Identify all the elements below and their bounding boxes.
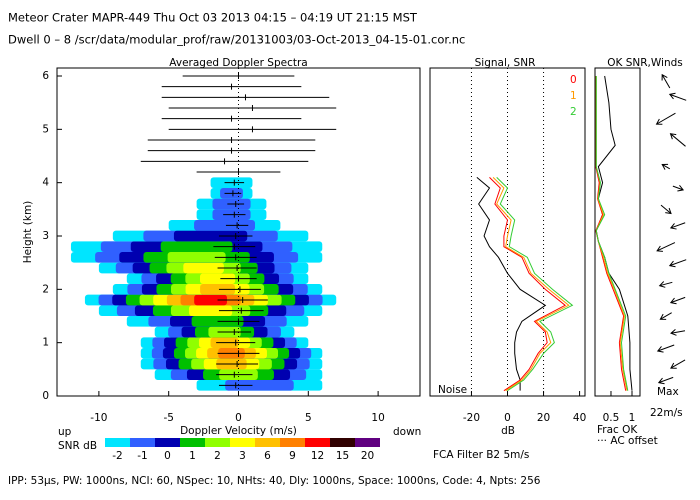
colorbar-tick-label: -1 [137,450,147,462]
spectrum-contour [225,380,294,391]
colorbar-tick-label: 3 [239,450,246,462]
colorbar-swatch [255,438,280,447]
ac-note: ··· AC offset [597,435,658,447]
x-tick-label: 40 [573,412,586,424]
colorbar-swatch [355,438,380,447]
colorbar-tick-label: 20 [361,450,374,462]
colorbar-label: SNR dB [58,440,97,452]
y-tick-label: 0 [42,390,49,402]
wind-arrow [672,185,685,192]
colorbar-swatch [130,438,155,447]
legend-entry: 1 [570,90,577,102]
spectrum-contour [188,305,233,316]
down-note: down [393,426,421,438]
colorbar-swatch [230,438,255,447]
series-line [476,176,547,391]
wind-arrow [659,312,672,320]
spectrum-contour [194,220,255,231]
y-tick-label: 2 [42,283,49,295]
y-tick-label: 3 [42,230,49,242]
colorbar-swatch [280,438,305,447]
spectrum-contour [183,262,224,274]
up-note: up [58,426,72,438]
colorbar-tick-label: 2 [214,450,221,462]
legend-entry: 2 [570,106,577,118]
spectrum-contour [167,252,226,263]
wind-arrow [657,376,674,385]
wind-arrow [656,242,676,252]
wind-arrow [660,204,672,215]
x-tick-label: -5 [163,412,173,424]
x-tick-label: -20 [463,412,480,424]
spectrum-contour [160,241,233,252]
colorbar-swatch [330,438,355,447]
filter-note: FCA Filter B2 5m/s [433,449,529,461]
x-axis-label: Frac OK [597,424,638,436]
wind-arrow [670,359,686,369]
y-tick-label: 5 [42,123,49,135]
wind-arrow [655,112,676,125]
wind-arrow [669,296,686,305]
x-tick-label: 0.5 [603,412,620,424]
x-axis-label: Doppler Velocity (m/s) [180,425,297,437]
max-label: Max [657,386,679,398]
wind-arrow [658,281,673,288]
wind-arrow [661,163,671,170]
colorbar-swatch [305,438,330,447]
x-tick-label: 20 [537,412,550,424]
spectrum-contour [173,230,248,242]
noise-note: Noise [438,384,467,396]
series-line [496,176,574,392]
colorbar-tick-label: 12 [311,450,324,462]
max-speed: 22m/s [650,407,683,419]
series-line [492,176,570,392]
x-axis-label: dB [501,425,515,437]
series-line [489,176,567,392]
header-line: Meteor Crater MAPR-449 Thu Oct 03 2013 0… [8,11,418,25]
spectrum-contour [200,284,236,295]
y-axis-label: Height (km) [22,201,34,264]
wind-arrow [670,329,686,336]
x-tick-label: -10 [90,412,107,424]
colorbar-tick-label: -2 [112,450,122,462]
colorbar-tick-label: 1 [189,450,196,462]
plot-frame [594,67,641,397]
spectrum-contour [194,294,227,306]
spectrum-contour [199,273,236,284]
x-tick-label: 5 [305,412,312,424]
y-tick-label: 4 [42,177,49,189]
header-line: Dwell 0 – 8 /scr/data/modular_prof/raw/2… [8,33,465,47]
colorbar-swatch [205,438,230,447]
wind-arrow [668,259,687,268]
y-tick-label: 6 [42,70,49,82]
chart-title: Signal, SNR [475,57,536,69]
chart-title: OK SNR,Winds [607,57,683,69]
colorbar-swatch [155,438,180,447]
footer: IPP: 53μs, PW: 1000ns, NCI: 60, NSpec: 1… [8,475,541,487]
x-tick-label: 1 [629,412,636,424]
x-tick-label: 0 [235,412,242,424]
x-tick-label: 10 [371,412,384,424]
x-tick-label: 0 [504,412,511,424]
colorbar-tick-label: 9 [289,450,296,462]
wind-arrow [656,344,675,353]
colorbar-swatch [105,438,130,447]
wind-arrow [661,73,671,89]
wind-arrow [668,92,687,101]
colorbar-tick-label: 0 [164,450,171,462]
colorbar-swatch [180,438,205,447]
legend-entry: 0 [570,74,577,86]
colorbar-tick-label: 15 [336,450,349,462]
y-tick-label: 1 [42,337,49,349]
colorbar-tick-label: 6 [264,450,271,462]
wind-arrow [669,222,686,230]
chart-title: Averaged Doppler Spectra [169,57,307,69]
series-line [595,76,629,391]
wind-arrow [669,133,686,147]
